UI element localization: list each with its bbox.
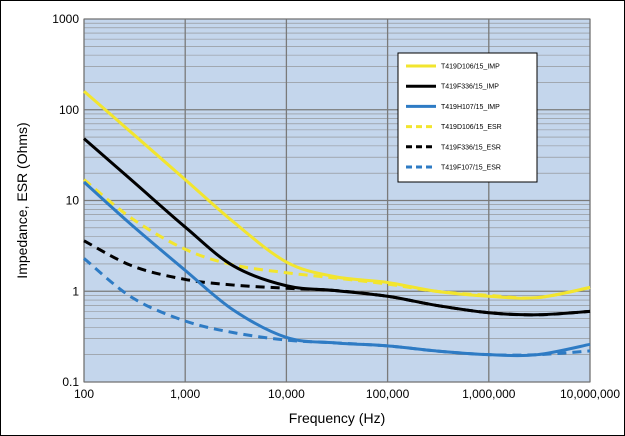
- y-tick-label: 1000: [52, 12, 79, 26]
- y-tick-label: 100: [59, 103, 79, 117]
- x-tick-label: 100: [74, 387, 94, 401]
- legend-label: T419F107/15_ESR: [441, 165, 501, 172]
- series-lines: [82, 90, 591, 358]
- legend-label: T419D106/15_IMP: [441, 64, 500, 71]
- y-axis-title: Impedance, ESR (Ohms): [14, 122, 30, 278]
- series-line-t419h107-15-imp: [82, 180, 591, 358]
- legend-label: T419F336/15_IMP: [441, 84, 499, 91]
- x-tick-label: 1,000,000: [462, 387, 516, 401]
- x-axis-title: Frequency (Hz): [289, 410, 385, 426]
- y-tick-label: 0.1: [62, 375, 79, 389]
- x-tick-label: 100,000: [366, 387, 410, 401]
- x-tick-label: 1,000: [170, 387, 200, 401]
- series-line-t419d106-15-imp: [83, 90, 591, 300]
- legend-label: T419D106/15_ESR: [441, 124, 502, 131]
- minor-gridlines: [84, 22, 590, 355]
- series-line-t419f336-15-imp: [83, 137, 591, 317]
- x-tick-label: 10,000: [268, 387, 305, 401]
- legend-box: [397, 52, 538, 183]
- y-tick-label: 10: [66, 194, 80, 208]
- x-axis-tick-labels: 100 1,000 10,000 100,000 1,000,000 10,000,000: [74, 387, 620, 401]
- y-axis-tick-labels: 0.1 1 10 100 1000: [52, 12, 79, 389]
- legend: T419D106/15_IMP T419F336/15_IMP T419H107/1…: [397, 52, 538, 183]
- legend-label: T419H107/15_IMP: [441, 104, 500, 111]
- plot-border: [83, 18, 591, 383]
- legend-label: T419F336/15_ESR: [441, 144, 501, 151]
- y-tick-label: 1: [72, 284, 79, 298]
- x-tick-label: 10,000,000: [560, 387, 620, 401]
